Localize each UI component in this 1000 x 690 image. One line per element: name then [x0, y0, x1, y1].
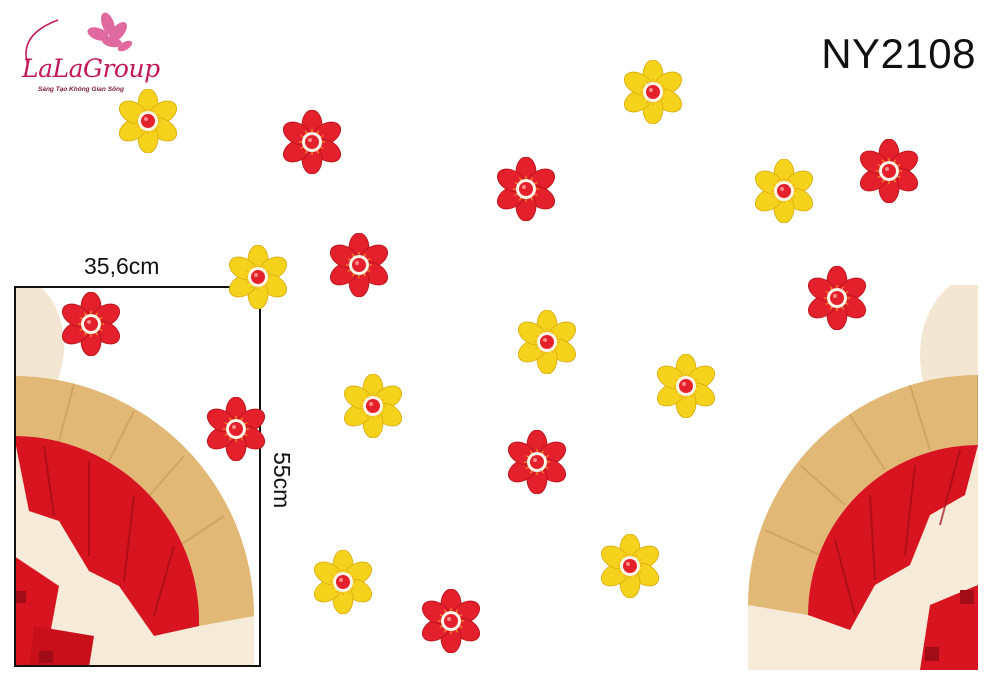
brand-tagline: Sáng Tạo Không Gian Sống [38, 86, 124, 93]
right-fan-artwork [730, 285, 978, 670]
width-dimension-label: 35,6cm [84, 253, 160, 279]
lotus-flower-icon [25, 12, 133, 66]
red-flower-icon [59, 291, 123, 357]
yellow-flower-icon [621, 59, 685, 125]
red-flower-icon [857, 138, 921, 204]
red-flower-icon [494, 156, 558, 222]
height-dimension-label: 55cm [269, 452, 295, 509]
red-flower-icon [805, 265, 869, 331]
brand-name: LaLaGroup [22, 54, 160, 83]
red-flower-icon [327, 232, 391, 298]
red-flower-icon [204, 396, 268, 462]
yellow-flower-icon [752, 158, 816, 224]
red-flower-icon [419, 588, 483, 654]
red-flower-icon [280, 109, 344, 175]
yellow-flower-icon [116, 88, 180, 154]
left-fan-artwork [14, 286, 254, 667]
yellow-flower-icon [311, 549, 375, 615]
red-flower-icon [505, 429, 569, 495]
yellow-flower-icon [226, 244, 290, 310]
brand-logo: LaLaGroup Sáng Tạo Không Gian Sống [18, 10, 178, 100]
yellow-flower-icon [654, 353, 718, 419]
yellow-flower-icon [598, 533, 662, 599]
yellow-flower-icon [341, 373, 405, 439]
yellow-flower-icon [515, 309, 579, 375]
product-code: NY2108 [821, 30, 976, 77]
